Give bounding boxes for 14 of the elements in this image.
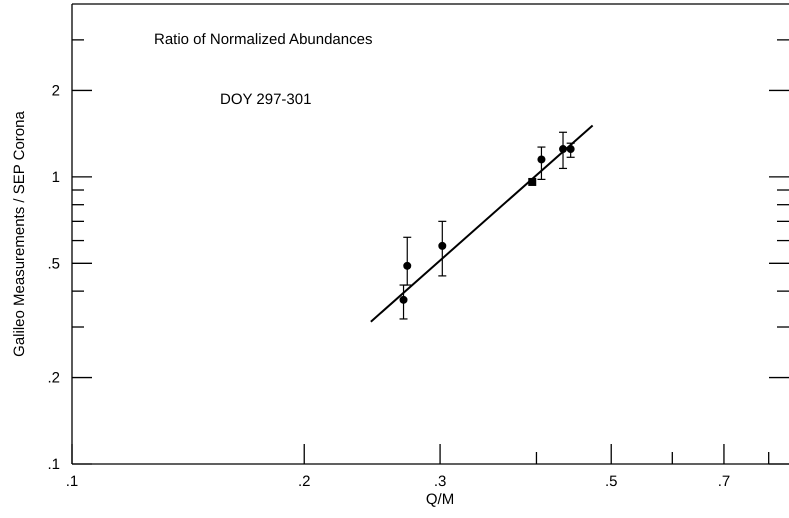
y-tick-label: .2 <box>47 370 60 387</box>
x-tick-label: .2 <box>298 473 310 490</box>
y-tick-label: 1 <box>52 168 60 186</box>
x-axis-title: Q/M <box>426 491 454 508</box>
x-tick-label: .1 <box>66 473 78 490</box>
text: Ratio of Normalized Abundances <box>154 31 372 48</box>
x-tick-label: .5 <box>604 473 618 490</box>
y-tick-label: .1 <box>47 456 60 473</box>
x-tick-label: .3 <box>434 473 446 490</box>
x-tick-label: .7 <box>718 473 730 490</box>
y-tick-label: .5 <box>47 255 60 272</box>
y-axis-title: Galileo Measurements / SEP Corona <box>11 110 28 357</box>
y-tick-label: 2 <box>52 82 60 100</box>
annotation: DOY 297-301 <box>220 91 312 108</box>
